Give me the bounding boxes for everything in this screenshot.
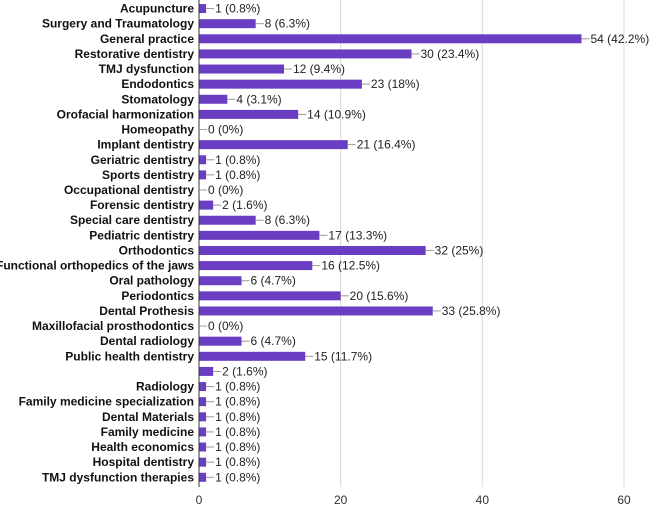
bar: [199, 109, 299, 119]
value-label: 33 (25.8%): [442, 304, 501, 318]
category-label: Maxillofacial prosthodontics: [32, 319, 194, 333]
bar: [199, 4, 207, 14]
bar: [199, 155, 207, 165]
bar: [199, 351, 306, 361]
value-label: 8 (6.3%): [265, 213, 310, 227]
bar: [199, 306, 433, 316]
value-label: 6 (4.7%): [251, 334, 296, 348]
value-label: 1 (0.8%): [215, 410, 260, 424]
category-label: Periodontics: [121, 289, 194, 303]
bar: [199, 140, 348, 150]
value-label: 1 (0.8%): [215, 440, 260, 454]
category-label: Endodontics: [121, 77, 194, 91]
value-label: 1 (0.8%): [215, 455, 260, 469]
bar: [199, 49, 412, 59]
value-label: 6 (4.7%): [251, 274, 296, 288]
bar: [199, 457, 207, 467]
category-label: Orthodontics: [119, 243, 195, 257]
category-label: TMJ dysfunction: [99, 62, 194, 76]
category-label: Sports dentistry: [102, 168, 194, 182]
bar: [199, 64, 284, 74]
bar: [199, 412, 207, 422]
category-label: Forensic dentistry: [90, 198, 194, 212]
bar: [199, 79, 362, 89]
category-label: Family medicine specialization: [19, 395, 194, 409]
value-label: 12 (9.4%): [293, 62, 345, 76]
category-label: Acupuncture: [120, 2, 194, 16]
labels-layer: 0 20 40 60 1 (0.8%) Acupuncture 8 (6.3%) Surger…: [0, 2, 649, 507]
bar: [199, 94, 228, 104]
category-label: Dental Prothesis: [99, 304, 194, 318]
category-label: Restorative dentistry: [75, 47, 195, 61]
bar: [199, 382, 207, 392]
value-label: 20 (15.6%): [350, 289, 409, 303]
value-label: 1 (0.8%): [215, 2, 260, 16]
bar: [199, 442, 207, 452]
x-tick-label: 20: [334, 493, 348, 507]
value-label: 1 (0.8%): [215, 425, 260, 439]
x-tick-label: 40: [476, 493, 490, 507]
category-label: Dental radiology: [100, 334, 194, 348]
category-label: Stomatology: [121, 92, 194, 106]
value-label: 1 (0.8%): [215, 470, 260, 484]
category-label: Radiology: [136, 380, 194, 394]
category-label: TMJ dysfunction therapies: [42, 470, 194, 484]
x-tick-label: 60: [617, 493, 631, 507]
x-tick-label: 0: [196, 493, 203, 507]
value-label: 30 (23.4%): [421, 47, 480, 61]
bar: [199, 200, 214, 210]
bar: [199, 397, 207, 407]
value-label: 0 (0%): [208, 183, 243, 197]
bar: [199, 427, 207, 437]
value-label: 17 (13.3%): [328, 228, 387, 242]
category-label: Surgery and Traumatology: [42, 17, 194, 31]
bar: [199, 366, 214, 376]
bar: [199, 215, 256, 225]
category-label: Family medicine: [101, 425, 195, 439]
value-label: 8 (6.3%): [265, 17, 310, 31]
category-label: Geriatric dentistry: [91, 153, 195, 167]
category-label: Pediatric dentistry: [89, 228, 194, 242]
value-label: 0 (0%): [208, 319, 243, 333]
category-label: Implant dentistry: [97, 138, 194, 152]
category-label: Hospital dentistry: [93, 455, 195, 469]
value-label: 14 (10.9%): [307, 107, 366, 121]
value-label: 1 (0.8%): [215, 395, 260, 409]
value-label: 4 (3.1%): [236, 92, 281, 106]
value-label: 2 (1.6%): [222, 198, 267, 212]
category-label: Orofacial harmonization: [57, 107, 194, 121]
category-label: Homeopathy: [121, 123, 194, 137]
value-label: 16 (12.5%): [321, 259, 380, 273]
category-label: Oral pathology: [109, 274, 194, 288]
bar: [199, 19, 256, 29]
category-label: Public health dentistry: [65, 349, 194, 363]
bar: [199, 245, 426, 255]
value-label: 21 (16.4%): [357, 138, 416, 152]
bar: [199, 34, 582, 44]
value-label: 15 (11.7%): [314, 349, 372, 363]
category-label: Dental Materials: [102, 410, 194, 424]
bar: [199, 230, 320, 240]
category-label: Functional orthopedics of the jaws: [0, 259, 194, 273]
category-label: Occupational dentistry: [64, 183, 194, 197]
bar: [199, 276, 242, 286]
value-label: 1 (0.8%): [215, 168, 260, 182]
category-label: General practice: [100, 32, 194, 46]
value-label: 0 (0%): [208, 123, 243, 137]
value-label: 2 (1.6%): [222, 364, 267, 378]
bar: [199, 291, 341, 301]
value-label: 54 (42.2%): [591, 32, 650, 46]
bar: [199, 261, 313, 271]
bar: [199, 170, 207, 180]
value-label: 23 (18%): [371, 77, 420, 91]
value-label: 32 (25%): [435, 243, 484, 257]
value-label: 1 (0.8%): [215, 153, 260, 167]
category-label: Health economics: [91, 440, 194, 454]
bars-layer: [199, 4, 582, 482]
bar: [199, 336, 242, 346]
value-label: 1 (0.8%): [215, 380, 260, 394]
category-label: Special care dentistry: [70, 213, 194, 227]
bar: [199, 472, 207, 482]
